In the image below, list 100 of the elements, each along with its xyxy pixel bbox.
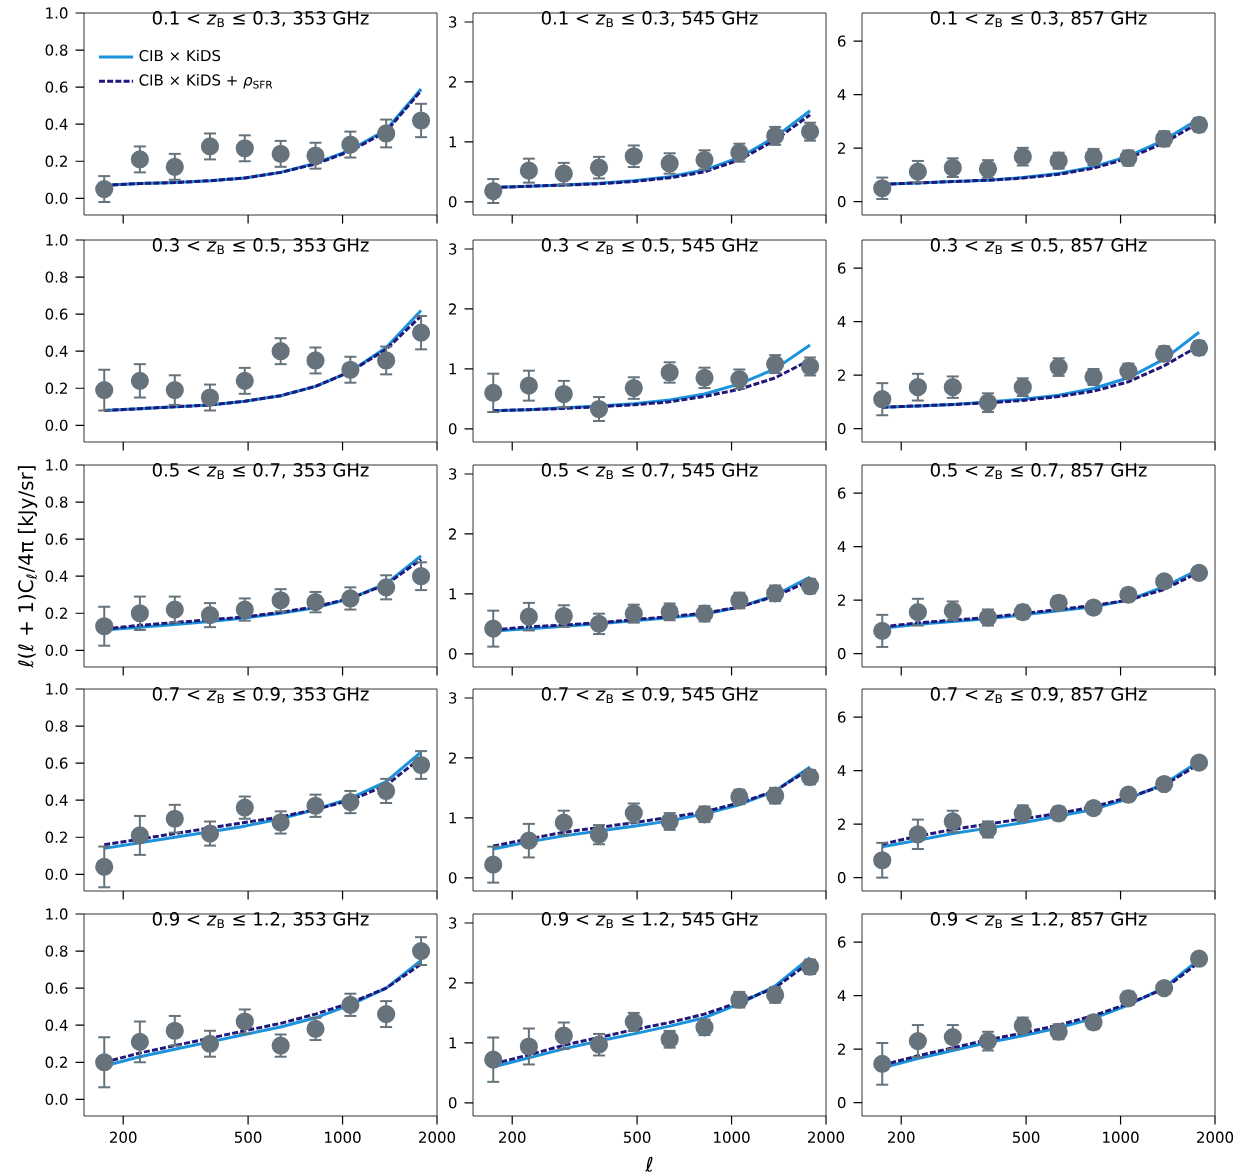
x-tick-label: 1000 bbox=[714, 1131, 750, 1143]
chart-title: 0.3 < z$_{B}$ ≤ 0.5, 857 GHz bbox=[930, 238, 1147, 255]
y-tick-label: 0.4 bbox=[45, 570, 68, 582]
x-tick-label: 500 bbox=[234, 1131, 262, 1143]
y-tick-label: 2 bbox=[449, 752, 456, 764]
y-tick-label: 0.2 bbox=[45, 155, 67, 167]
y-tick-label: 0 bbox=[448, 196, 457, 208]
chart-title: 0.9 < z$_{B}$ ≤ 1.2, 857 GHz bbox=[930, 912, 1147, 929]
y-tick-label: 2 bbox=[838, 369, 845, 381]
chart-title: 0.5 < z$_{B}$ ≤ 0.7, 857 GHz bbox=[930, 463, 1147, 480]
y-tick-label: 0.6 bbox=[45, 533, 68, 545]
y-tick-label: 0 bbox=[837, 195, 846, 208]
y-tick-label: 2 bbox=[449, 977, 456, 989]
y-tick-label: 0.4 bbox=[45, 794, 68, 806]
y-tick-label: 3 bbox=[449, 692, 457, 704]
y-tick-label: 0.0 bbox=[45, 644, 68, 657]
y-tick-label: 0.6 bbox=[45, 308, 68, 320]
y-tick-label: 0 bbox=[837, 422, 846, 435]
y-tick-label: 0 bbox=[448, 648, 457, 660]
y-tick-label: 1.0 bbox=[46, 459, 68, 471]
y-tick-label: 0.2 bbox=[45, 1056, 67, 1068]
y-tick-label: 2 bbox=[838, 142, 845, 154]
x-tick-label: 500 bbox=[1012, 1131, 1040, 1143]
y-tick-label: 1.0 bbox=[46, 908, 68, 920]
y-tick-label: 6 bbox=[837, 262, 846, 274]
y-tick-label: 0 bbox=[448, 423, 457, 435]
y-tick-label: 0.6 bbox=[45, 81, 68, 93]
y-tick-label: 0.8 bbox=[45, 44, 68, 56]
x-tick-label: 200 bbox=[888, 1131, 915, 1143]
chart-title: 0.3 < z$_{B}$ ≤ 0.5, 545 GHz bbox=[541, 238, 758, 255]
y-tick-label: 1 bbox=[449, 363, 457, 375]
legend-label: CIB × KiDS + ρ$_{SFR}$ bbox=[139, 74, 273, 89]
y-tick-label: 2 bbox=[838, 594, 845, 606]
y-tick-label: 6 bbox=[837, 936, 846, 948]
y-tick-label: 0.4 bbox=[45, 118, 68, 130]
y-tick-label: 3 bbox=[449, 16, 457, 28]
y-tick-label: 1.0 bbox=[46, 683, 68, 695]
y-tick-label: 6 bbox=[837, 487, 846, 499]
y-tick-label: 0 bbox=[448, 872, 457, 884]
y-tick-label: 0.0 bbox=[45, 192, 68, 205]
x-tick-label: 1000 bbox=[1103, 1131, 1139, 1143]
y-tick-label: 0 bbox=[837, 1096, 846, 1109]
y-tick-label: 0 bbox=[448, 1097, 457, 1109]
y-tick-label: 3 bbox=[449, 917, 457, 929]
chart-title: 0.5 < z$_{B}$ ≤ 0.7, 545 GHz bbox=[541, 463, 758, 480]
y-axis-title: ℓ(ℓ + 1)C$_{ℓ}$/4π [kJy/sr] bbox=[17, 466, 38, 668]
y-tick-label: 3 bbox=[449, 468, 457, 480]
chart-title: 0.7 < z$_{B}$ ≤ 0.9, 545 GHz bbox=[541, 687, 758, 704]
y-tick-label: 0.4 bbox=[45, 345, 68, 357]
chart-title: 0.5 < z$_{B}$ ≤ 0.7, 353 GHz bbox=[152, 463, 369, 480]
y-tick-label: 2 bbox=[449, 303, 456, 315]
y-tick-label: 2 bbox=[449, 76, 456, 88]
y-tick-label: 0.6 bbox=[45, 982, 68, 994]
y-tick-label: 0.2 bbox=[45, 831, 67, 843]
y-tick-label: 4 bbox=[837, 541, 846, 553]
y-tick-label: 2 bbox=[838, 818, 845, 830]
chart-title: 0.7 < z$_{B}$ ≤ 0.9, 353 GHz bbox=[152, 687, 369, 704]
y-tick-label: 0.2 bbox=[45, 607, 67, 619]
chart-title: 0.1 < z$_{B}$ ≤ 0.3, 857 GHz bbox=[930, 11, 1147, 28]
y-tick-label: 1.0 bbox=[46, 7, 68, 19]
x-tick-label: 2000 bbox=[419, 1131, 456, 1143]
x-tick-label: 2000 bbox=[1197, 1131, 1234, 1143]
chart-title: 0.9 < z$_{B}$ ≤ 1.2, 545 GHz bbox=[541, 912, 758, 929]
x-tick-label: 1000 bbox=[325, 1131, 361, 1143]
chart-title: 0.1 < z$_{B}$ ≤ 0.3, 545 GHz bbox=[541, 11, 758, 28]
x-tick-label: 200 bbox=[109, 1131, 137, 1143]
y-tick-label: 0.2 bbox=[45, 382, 67, 394]
x-tick-label: 200 bbox=[499, 1131, 526, 1143]
y-tick-label: 0.0 bbox=[45, 1093, 68, 1106]
chart-title: 0.1 < z$_{B}$ ≤ 0.3, 353 GHz bbox=[152, 11, 369, 28]
x-axis-title: ℓ bbox=[645, 1156, 653, 1172]
y-tick-label: 0.6 bbox=[45, 757, 68, 769]
legend-label: CIB × KiDS bbox=[139, 49, 221, 62]
y-tick-label: 0.4 bbox=[45, 1019, 68, 1031]
y-tick-label: 0.0 bbox=[45, 868, 68, 881]
y-tick-label: 4 bbox=[837, 990, 846, 1002]
y-tick-label: 2 bbox=[838, 1043, 845, 1055]
y-tick-label: 0.8 bbox=[45, 496, 68, 508]
y-tick-label: 0.8 bbox=[45, 271, 68, 283]
y-tick-label: 0.8 bbox=[45, 720, 68, 732]
x-tick-label: 500 bbox=[623, 1131, 651, 1143]
y-tick-label: 0.0 bbox=[45, 419, 68, 432]
x-tick-label: 2000 bbox=[808, 1131, 845, 1143]
y-tick-label: 0 bbox=[837, 647, 846, 660]
y-tick-label: 4 bbox=[837, 765, 846, 777]
y-tick-label: 6 bbox=[837, 35, 846, 47]
chart-title: 0.3 < z$_{B}$ ≤ 0.5, 353 GHz bbox=[152, 238, 369, 255]
y-tick-label: 1 bbox=[449, 136, 457, 148]
y-tick-label: 0.8 bbox=[45, 945, 68, 957]
chart-title: 0.7 < z$_{B}$ ≤ 0.9, 857 GHz bbox=[930, 687, 1147, 704]
y-tick-label: 4 bbox=[837, 89, 846, 101]
y-tick-label: 1 bbox=[449, 588, 457, 600]
y-tick-label: 1 bbox=[449, 812, 457, 824]
chart-title: 0.9 < z$_{B}$ ≤ 1.2, 353 GHz bbox=[152, 912, 369, 929]
y-tick-label: 1.0 bbox=[46, 234, 68, 246]
y-tick-label: 0 bbox=[837, 871, 846, 884]
y-tick-label: 4 bbox=[837, 316, 846, 328]
y-tick-label: 2 bbox=[449, 528, 456, 540]
y-tick-label: 1 bbox=[449, 1037, 457, 1049]
y-tick-label: 3 bbox=[449, 243, 457, 255]
